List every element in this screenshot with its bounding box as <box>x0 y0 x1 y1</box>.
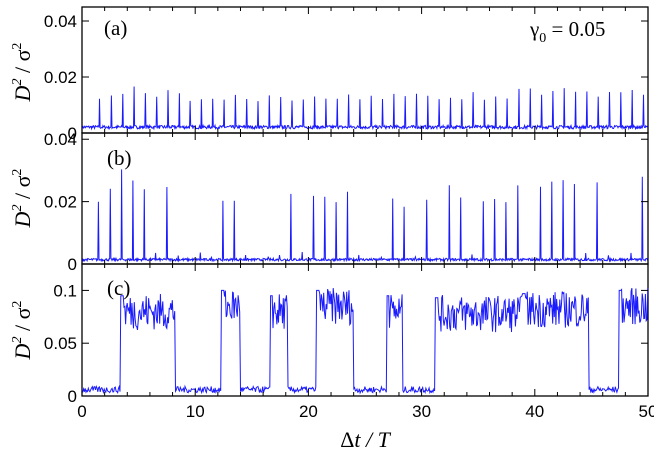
ylabel-c-sep: / <box>10 319 35 336</box>
gamma-annotation: γ0 = 0.05 <box>529 17 605 46</box>
panel-a-label: (a) <box>104 16 127 40</box>
xtick-label-2: 20 <box>299 402 318 421</box>
ylabel-c: D2 / σ2 <box>10 301 35 361</box>
ytick-label-a-2: 0.04 <box>44 12 77 31</box>
ytick-label-b-2: 0.04 <box>44 130 77 149</box>
xlabel: Δt / T <box>340 427 391 452</box>
xtick-label-4: 40 <box>525 402 544 421</box>
panel-b: 0 0.02 0.04 (b) <box>44 130 649 274</box>
ylabel-c-den-exp: 2 <box>10 301 25 308</box>
xtick-label-1: 10 <box>186 402 205 421</box>
panel-c-label: (c) <box>107 276 130 300</box>
panel-c: 0 0.05 0.1 0 10 20 30 40 50 (c) <box>44 263 654 421</box>
ylabel-a-den-exp: 2 <box>10 43 25 50</box>
xtick-label-3: 30 <box>412 402 431 421</box>
ytick-label-b-1: 0.02 <box>44 193 77 212</box>
ylabel-c-exp: 2 <box>10 337 25 344</box>
ylabel-b-text: D2 / σ2 <box>10 169 35 229</box>
ytick-label-a-0: 0 <box>68 124 77 143</box>
ylabel-c-text: D2 / σ2 <box>10 301 35 361</box>
ylabel-c-den: σ <box>10 307 35 319</box>
gamma-symbol: γ <box>529 17 539 41</box>
ytick-label-c-1: 0.05 <box>44 334 77 353</box>
xlabel-rest: t / T <box>354 427 391 452</box>
ylabel-b-exp: 2 <box>10 205 25 212</box>
ylabel-a-text: D2 / σ2 <box>10 43 35 103</box>
ylabel-a-sep: / <box>10 61 35 78</box>
ylabel-a-base: D <box>10 85 35 102</box>
xlabel-delta: Δ <box>340 427 354 452</box>
xtick-label-5: 50 <box>639 402 654 421</box>
ytick-label-c-0: 0 <box>68 387 77 406</box>
ylabel-b-den-exp: 2 <box>10 169 25 176</box>
gamma-subscript: 0 <box>539 31 546 46</box>
ytick-label-b-0: 0 <box>68 255 77 274</box>
ylabel-a-exp: 2 <box>10 79 25 86</box>
panel-b-ticks: 0 0.02 0.04 <box>44 130 649 274</box>
xtick-label-0: 0 <box>77 402 86 421</box>
ytick-label-a-1: 0.02 <box>44 68 77 87</box>
ylabel-c-base: D <box>10 343 35 360</box>
ytick-label-c-2: 0.1 <box>53 281 77 300</box>
ylabel-b-base: D <box>10 211 35 228</box>
ylabel-a: D2 / σ2 <box>10 43 35 103</box>
panel-b-label: (b) <box>107 146 132 170</box>
panel-b-line <box>81 169 649 263</box>
gamma-value: = 0.05 <box>546 17 605 41</box>
panel-c-frame <box>81 263 649 397</box>
panel-a-ticks: 0 0.02 0.04 <box>44 7 649 143</box>
panel-a-line <box>81 86 649 131</box>
panel-a: 00.020.04 (a) γ0 = 0.05 <box>44 6 649 143</box>
ylabel-b: D2 / σ2 <box>10 169 35 229</box>
panel-c-ticks: 0 0.05 0.1 0 10 20 30 40 50 <box>44 264 654 421</box>
ylabel-b-den: σ <box>10 175 35 187</box>
ylabel-a-den: σ <box>10 49 35 61</box>
panel-c-line <box>81 287 649 395</box>
ylabel-b-sep: / <box>10 187 35 204</box>
